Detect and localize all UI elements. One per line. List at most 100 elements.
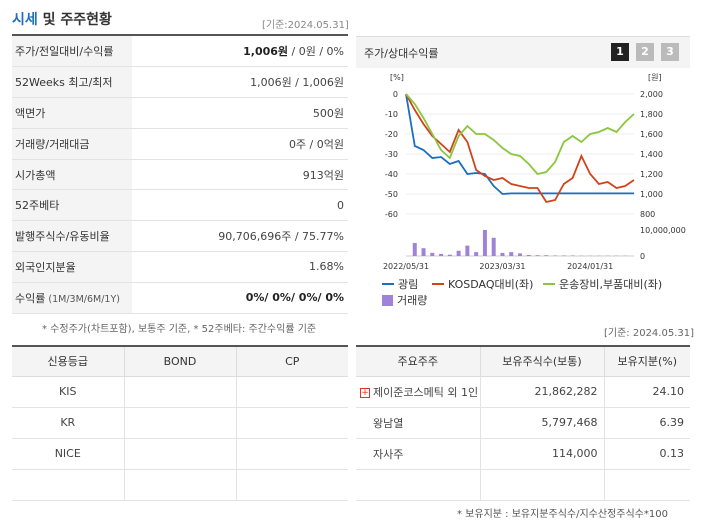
x-tick-label: 2022/05/31 <box>383 262 429 271</box>
table-row: 52주베타 0 <box>12 189 348 222</box>
right-axis-unit: [원] <box>648 73 662 82</box>
left-tick-label: -20 <box>385 130 398 139</box>
chart-grid <box>406 93 634 257</box>
volume-axis: 10,000,000 0 <box>640 226 686 261</box>
column-header: 주요주주 <box>356 345 481 377</box>
left-tick-label: -10 <box>385 110 398 119</box>
volume-bar <box>553 255 558 256</box>
volume-bar <box>456 250 461 256</box>
series-line <box>405 93 635 175</box>
volume-bar <box>412 243 417 256</box>
right-tick-label: 1,800 <box>640 110 663 119</box>
footnote: * 보유지분 : 보유지분주식수/지수산정주식수*100 <box>457 509 668 520</box>
right-tick-label: 1,200 <box>640 170 663 179</box>
holder-name-cell <box>356 469 481 501</box>
shares-cell: 5,797,468 <box>480 407 605 439</box>
volume-bar <box>509 252 514 256</box>
table-row: 시가총액 913억원 <box>12 159 348 191</box>
volume-bar <box>430 252 435 256</box>
legend-swatch <box>432 283 444 285</box>
pct-cell: 6.39 <box>604 407 690 439</box>
column-header: CP <box>236 345 348 377</box>
chart-page-1-button[interactable]: 1 <box>611 43 629 61</box>
table-row: + 제이준코스메틱 외 1인 21,862,282 24.10 <box>356 376 690 408</box>
shares-cell: 21,862,282 <box>480 376 605 408</box>
row-label: 외국인지분율 <box>12 251 132 283</box>
cp-cell <box>236 469 348 501</box>
right-tick-label: 1,000 <box>640 190 663 199</box>
table-row <box>356 469 690 501</box>
left-axis-unit: [%] <box>390 73 404 82</box>
volume-bar <box>465 245 470 256</box>
x-axis: 2022/05/31 2023/03/31 2024/01/31 <box>383 262 613 271</box>
left-tick-label: -40 <box>385 170 398 179</box>
legend-swatch <box>382 294 393 306</box>
table-row: 액면가 500원 <box>12 97 348 129</box>
agency-cell: KR <box>12 407 125 439</box>
volume-bar <box>500 252 505 256</box>
row-label: 액면가 <box>12 97 132 129</box>
base-date-label: [기준: 2024.05.31] <box>604 328 695 339</box>
row-value: 0 <box>132 189 348 222</box>
row-label: 52Weeks 최고/최저 <box>12 66 132 99</box>
series-lines <box>405 93 635 204</box>
chart-title: 주가/상대수익률 <box>364 47 439 60</box>
legend-item: KOSDAQ대비(좌) <box>432 276 533 292</box>
column-header: 보유주식수(보통) <box>480 345 605 377</box>
left-tick-label: 0 <box>393 90 398 99</box>
legend-swatch <box>543 283 555 285</box>
legend-item: 운송장비,부품대비(좌) <box>543 276 662 292</box>
table-row: 거래량/거래대금 0주 / 0억원 <box>12 128 348 160</box>
cp-cell <box>236 407 348 439</box>
table-row: 주가/전일대비/수익률 1,006원 / 0원 / 0% <box>12 36 348 68</box>
row-label: 수익률 (1M/3M/6M/1Y) <box>12 282 132 314</box>
volume-bar <box>491 237 496 256</box>
shareholders-table: 주요주주 보유주식수(보통) 보유지분(%) + 제이준코스메틱 외 1인 21,… <box>356 345 690 501</box>
footnote: * 수정주가(차트포함), 보통주 기준, * 52주베타: 주간수익률 기준 <box>42 324 317 335</box>
row-label: 거래량/거래대금 <box>12 128 132 160</box>
right-tick-label: 800 <box>640 210 655 219</box>
row-value: 913억원 <box>132 159 348 191</box>
row-value: 1,006원 / 0원 / 0% <box>132 36 348 68</box>
table-row <box>12 469 348 501</box>
plus-icon[interactable]: + <box>360 387 370 398</box>
row-label: 발행주식수/유동비율 <box>12 220 132 253</box>
table-row: 자사주 114,000 0.13 <box>356 438 690 470</box>
table-row: NICE <box>12 438 348 470</box>
table-row: 외국인지분율 1.68% <box>12 251 348 283</box>
chart-page-3-button[interactable]: 3 <box>661 43 679 61</box>
header-divider <box>12 34 348 36</box>
credit-rating-table: 신용등급 BOND CP KIS KR NICE <box>12 345 348 501</box>
legend-item: 광림 <box>382 276 418 292</box>
chart-header <box>356 36 690 68</box>
pct-cell <box>604 469 690 501</box>
column-header: 신용등급 <box>12 345 125 377</box>
volume-bar <box>482 230 487 256</box>
base-date-label: [기준:2024.05.31] <box>262 20 349 31</box>
volume-bar <box>526 254 531 256</box>
shares-cell: 114,000 <box>480 438 605 470</box>
table-row: 발행주식수/유동비율 90,706,696주 / 75.77% <box>12 220 348 253</box>
left-tick-label: -50 <box>385 190 398 199</box>
column-header: 보유지분(%) <box>604 345 690 377</box>
chart-page-2-button[interactable]: 2 <box>636 43 654 61</box>
price-chart: [%] 0 -10 -20 -30 -40 -50 -60 [원] 2,000 1,800 1,60… <box>383 73 686 271</box>
row-label: 52주베타 <box>12 189 132 222</box>
volume-bar <box>474 252 479 256</box>
volume-bars <box>412 230 628 256</box>
holder-name-cell: 자사주 <box>356 438 481 470</box>
agency-cell: NICE <box>12 438 125 470</box>
row-label: 주가/전일대비/수익률 <box>12 36 132 68</box>
row-label: 시가총액 <box>12 159 132 191</box>
volume-bar <box>570 255 575 256</box>
volume-bar <box>518 253 522 256</box>
x-tick-label: 2024/01/31 <box>567 262 613 271</box>
price-summary-table: 주가/전일대비/수익률 1,006원 / 0원 / 0% 52Weeks 최고/… <box>12 36 348 314</box>
legend-item: 거래량 <box>382 292 427 308</box>
left-axis: [%] 0 -10 -20 -30 -40 -50 -60 <box>385 73 404 219</box>
row-value: 90,706,696주 / 75.77% <box>132 220 348 253</box>
table-row: KIS <box>12 376 348 408</box>
holder-name-cell[interactable]: + 제이준코스메틱 외 1인 <box>356 376 481 408</box>
right-tick-label: 1,600 <box>640 130 663 139</box>
bond-cell <box>124 407 237 439</box>
